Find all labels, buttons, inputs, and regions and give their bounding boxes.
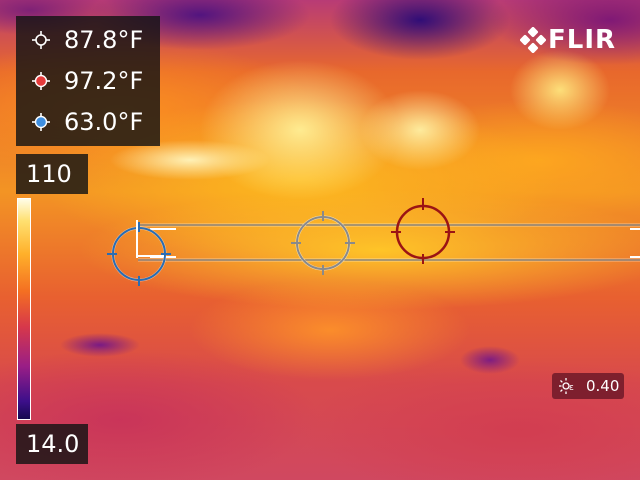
center-spot-readout: 87.8°F: [16, 20, 160, 60]
cold-spot-icon: [32, 113, 50, 131]
crosshair-center-icon: [32, 31, 50, 49]
emissivity-indicator[interactable]: ε 0.40: [552, 373, 624, 399]
emissivity-value: 0.40: [586, 377, 620, 395]
center-spot-marker[interactable]: [291, 211, 355, 275]
cold-spot-readout: 63.0°F: [16, 102, 160, 142]
hot-spot-readout: 97.2°F: [16, 61, 160, 101]
measurement-readouts: 87.8°F 97.2°F 63.0°F: [16, 16, 160, 146]
scale-max-box[interactable]: 110: [16, 154, 88, 194]
flir-logo: FLIR: [520, 24, 620, 56]
center-spot-value: 87.8°F: [64, 26, 144, 54]
emissivity-icon: ε: [559, 378, 574, 394]
hot-spot-marker[interactable]: [391, 198, 455, 264]
hot-spot-value: 97.2°F: [64, 67, 144, 95]
scale-min-box[interactable]: 14.0: [16, 424, 88, 464]
cold-spot-value: 63.0°F: [64, 108, 144, 136]
flir-logo-text: FLIR: [548, 25, 617, 55]
scale-min-value: 14.0: [26, 430, 80, 458]
flir-logo-icon: [520, 27, 546, 53]
scale-max-value: 110: [26, 160, 72, 188]
hot-spot-icon: [32, 72, 50, 90]
cold-spot-marker[interactable]: [107, 220, 171, 286]
line-measurement-band[interactable]: [138, 223, 640, 262]
svg-text:ε: ε: [569, 383, 574, 393]
temperature-color-scale: [17, 198, 31, 420]
